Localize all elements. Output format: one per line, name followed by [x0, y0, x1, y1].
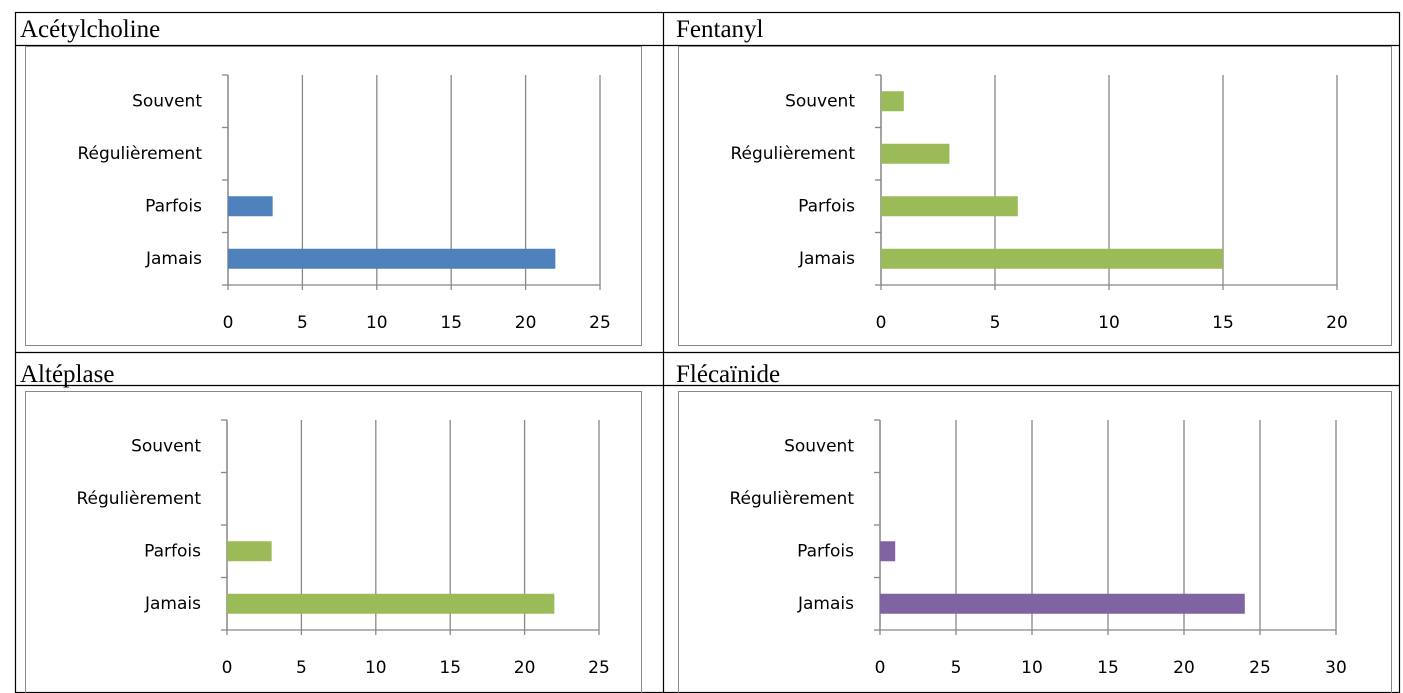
y-tick-label: Souvent — [132, 91, 202, 111]
x-tick-label: 0 — [875, 658, 886, 678]
x-tick-label: 0 — [223, 313, 234, 333]
chart-title: Acétylcholine — [20, 16, 160, 43]
bar — [228, 196, 273, 217]
x-tick-label: 0 — [222, 658, 233, 678]
x-tick-label: 30 — [1325, 658, 1347, 678]
x-tick-label: 25 — [588, 658, 610, 678]
x-tick-label: 20 — [514, 658, 536, 678]
chart-frame — [678, 391, 1392, 693]
y-tick-label: Parfois — [797, 541, 854, 561]
bar — [881, 91, 904, 112]
y-tick-label: Souvent — [131, 436, 201, 456]
y-tick-label: Régulièrement — [77, 144, 202, 164]
x-tick-label: 20 — [1173, 658, 1195, 678]
x-tick-label: 5 — [296, 658, 307, 678]
y-tick-label: Jamais — [797, 594, 854, 614]
bar — [227, 593, 555, 614]
y-tick-label: Parfois — [144, 541, 201, 561]
bar — [880, 593, 1245, 614]
chart-title: Fentanyl — [676, 16, 764, 43]
table-frame — [14, 11, 1401, 693]
chart-frame — [25, 391, 642, 693]
y-tick-label: Jamais — [144, 594, 201, 614]
y-tick-label: Régulièrement — [730, 144, 855, 164]
x-tick-label: 5 — [297, 313, 308, 333]
y-tick-label: Régulièrement — [76, 489, 201, 509]
x-tick-label: 5 — [951, 658, 962, 678]
bar — [881, 248, 1223, 269]
x-tick-label: 25 — [589, 313, 611, 333]
y-tick-label: Souvent — [785, 91, 855, 111]
bar — [227, 541, 272, 562]
y-tick-label: Jamais — [798, 249, 855, 269]
bar — [881, 196, 1018, 217]
x-tick-label: 25 — [1249, 658, 1271, 678]
x-tick-label: 15 — [1097, 658, 1119, 678]
y-tick-label: Parfois — [145, 196, 202, 216]
x-tick-label: 10 — [1021, 658, 1043, 678]
chart-frame — [25, 46, 642, 346]
x-tick-label: 10 — [366, 313, 388, 333]
x-tick-label: 20 — [1326, 313, 1348, 333]
x-tick-label: 15 — [440, 313, 462, 333]
bar — [881, 143, 950, 164]
x-tick-label: 15 — [439, 658, 461, 678]
x-tick-label: 10 — [1098, 313, 1120, 333]
y-tick-label: Jamais — [145, 249, 202, 269]
bar — [228, 248, 556, 269]
bar — [880, 541, 896, 562]
x-tick-label: 15 — [1212, 313, 1234, 333]
y-tick-label: Parfois — [798, 196, 855, 216]
x-tick-label: 10 — [365, 658, 387, 678]
chart-frame — [678, 46, 1392, 346]
chart-title: Flécaïnide — [676, 361, 780, 388]
x-tick-label: 0 — [876, 313, 887, 333]
chart-title: Altéplase — [20, 361, 114, 388]
y-tick-label: Régulièrement — [729, 489, 854, 509]
x-tick-label: 20 — [515, 313, 537, 333]
x-tick-label: 5 — [990, 313, 1001, 333]
y-tick-label: Souvent — [784, 436, 854, 456]
